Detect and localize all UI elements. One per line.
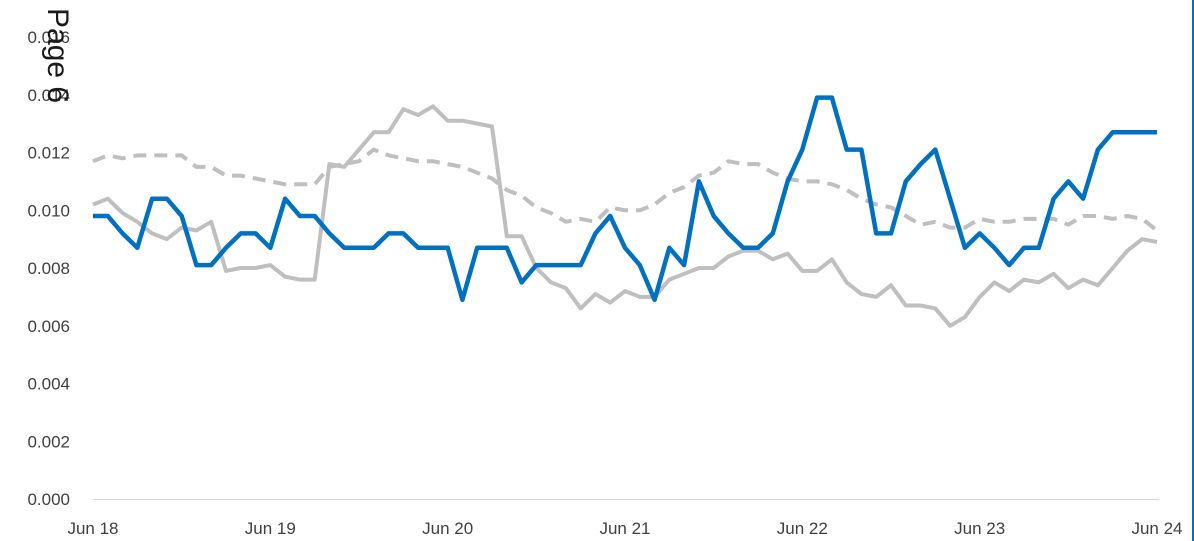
y-tick-label: 0.010 <box>27 201 70 220</box>
x-tick-label: Jun 24 <box>1131 519 1182 538</box>
y-tick-label: 0.006 <box>27 317 70 336</box>
x-tick-label: Jun 23 <box>954 519 1005 538</box>
series-line-gray-solid <box>92 104 1158 328</box>
x-tick-label: Jun 19 <box>245 519 296 538</box>
x-tick-label: Jun 18 <box>67 519 118 538</box>
y-tick-label: 0.000 <box>27 490 70 509</box>
x-tick-label: Jun 22 <box>777 519 828 538</box>
right-edge-border <box>1192 0 1194 541</box>
y-tick-label: 0.014 <box>27 86 70 105</box>
x-tick-label: Jun 21 <box>599 519 650 538</box>
y-axis-ticks: 0.000 0.002 0.004 0.006 0.008 0.010 0.012 0.014… <box>27 28 70 509</box>
x-axis-ticks: Jun 18 Jun 19 Jun 20 Jun 21 Jun 22 Jun 23 Jun … <box>67 519 1182 538</box>
series-line-blue <box>93 95 1157 303</box>
y-tick-label: 0.016 <box>27 28 70 47</box>
series-line-gray-dashed <box>92 147 1159 233</box>
y-tick-label: 0.012 <box>27 144 70 163</box>
y-tick-label: 0.004 <box>27 375 70 394</box>
x-tick-label: Jun 20 <box>422 519 473 538</box>
y-tick-label: 0.008 <box>27 259 70 278</box>
page-label: Page 6 <box>41 8 74 104</box>
series-layer <box>92 95 1159 328</box>
y-tick-label: 0.002 <box>27 432 70 451</box>
